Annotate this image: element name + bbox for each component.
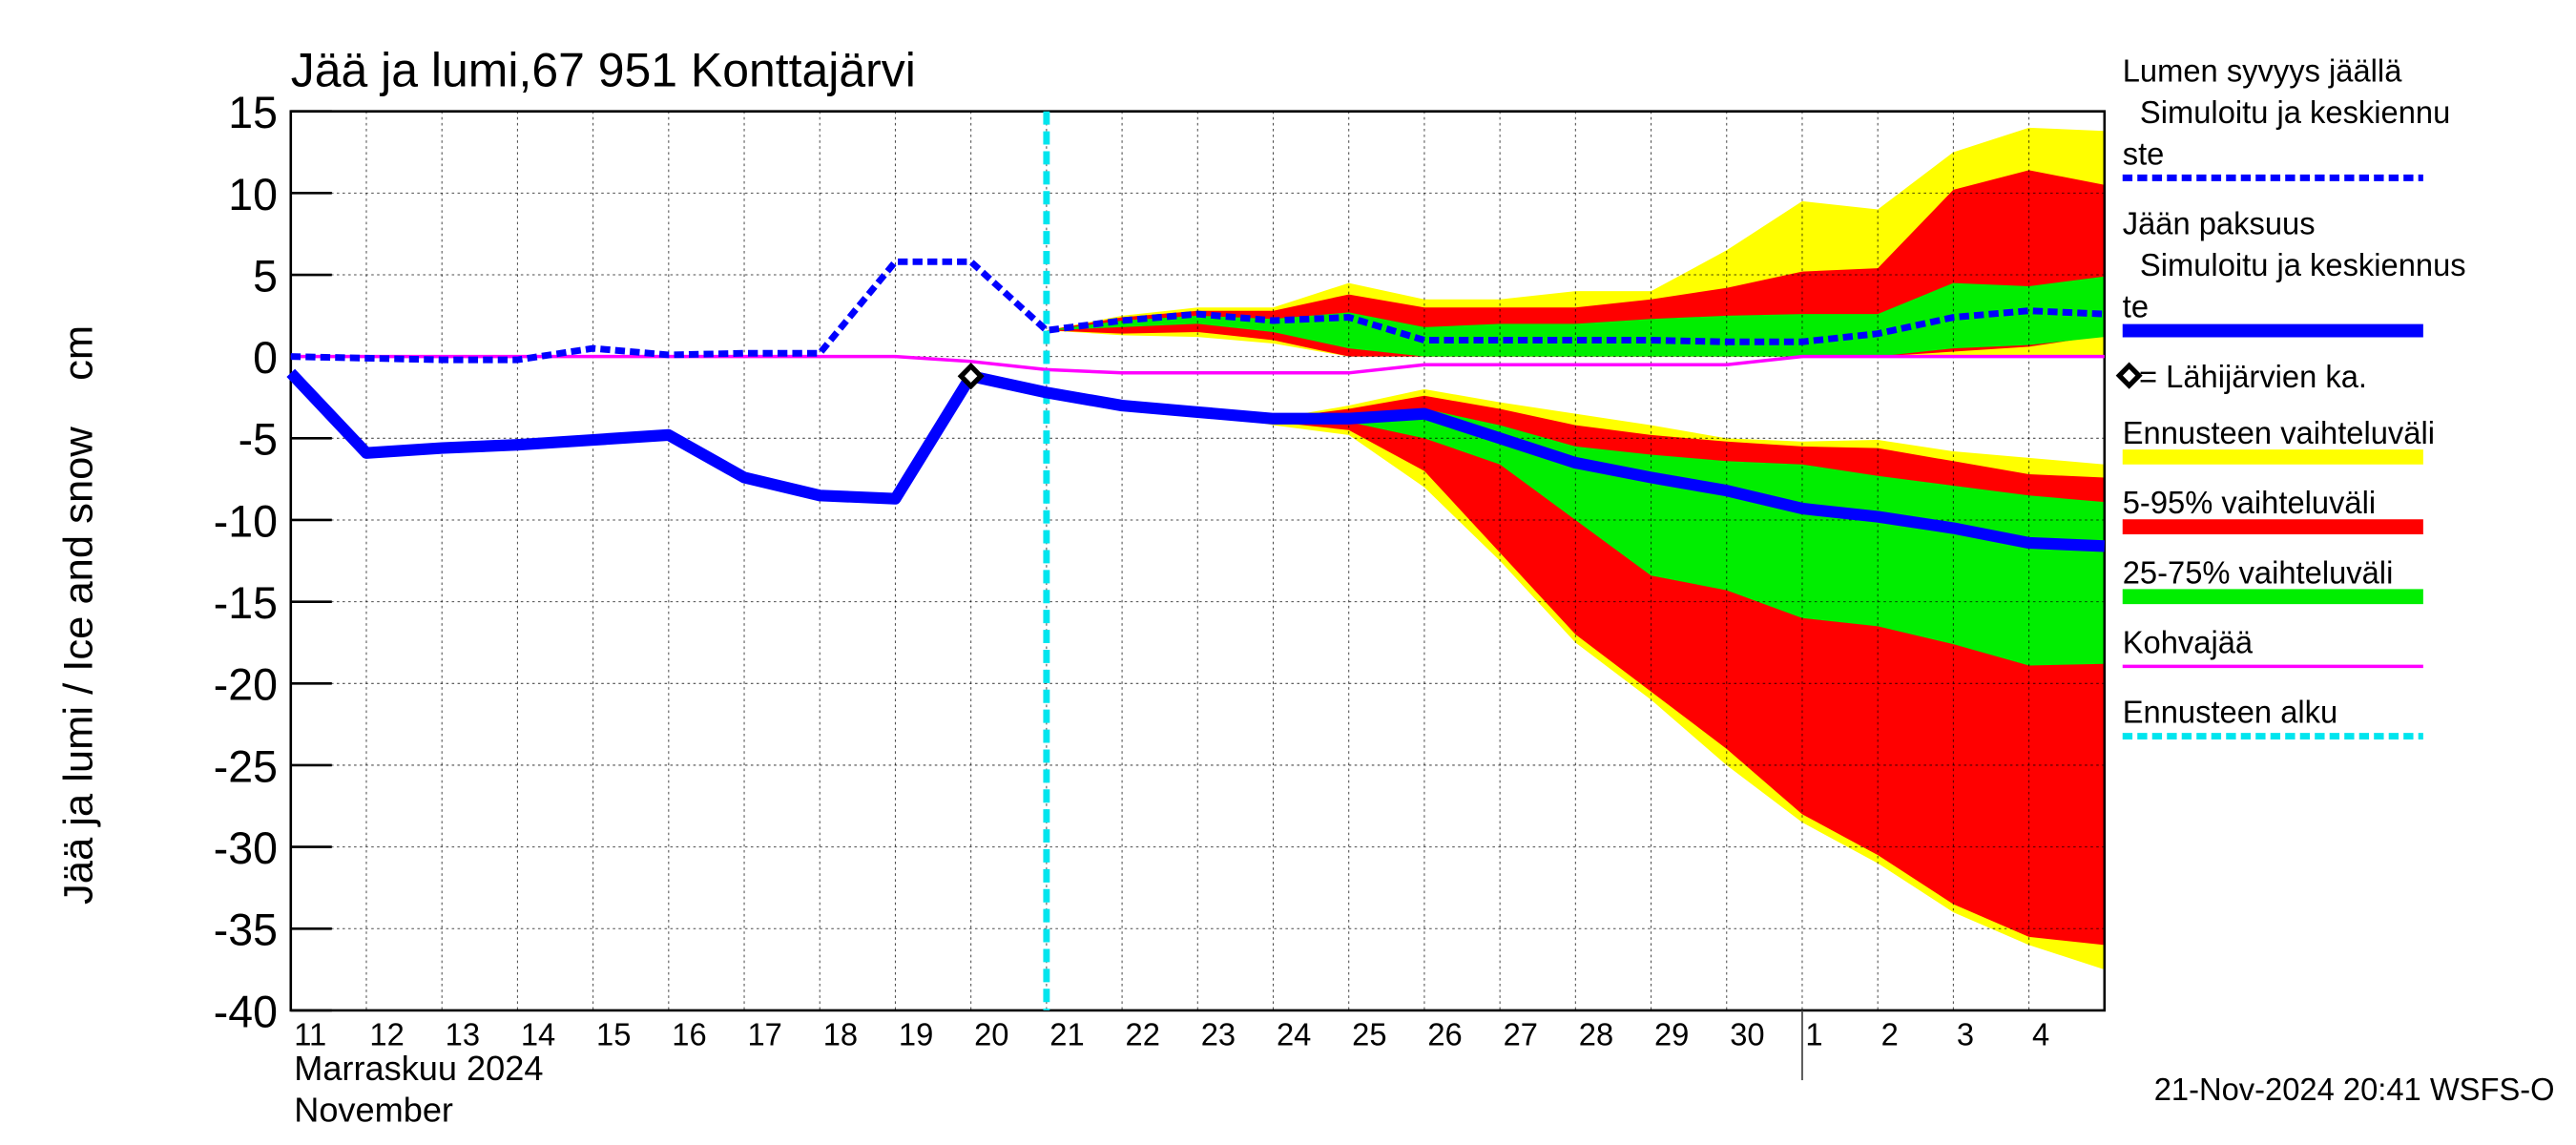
y-tick-label: -25: [214, 741, 278, 791]
legend-label: = Lähijärvien ka.: [2139, 359, 2367, 394]
legend-label: Simuloitu ja keskiennus: [2123, 247, 2466, 282]
band: [1046, 392, 2105, 666]
y-tick-label: -20: [214, 659, 278, 709]
labels: Jää ja lumi,67 951 Konttajärvi Jää ja lu…: [56, 43, 2555, 1129]
x-tick-label: 27: [1504, 1016, 1538, 1051]
x-tick-label: 30: [1730, 1016, 1764, 1051]
y-tick-label: 10: [228, 170, 278, 219]
y-tick-label: 15: [228, 88, 278, 137]
x-tick-label: 18: [823, 1016, 858, 1051]
legend-label: Kohvajää: [2123, 624, 2254, 659]
legend-label: Lumen syvyys jäällä: [2123, 52, 2402, 88]
legend-label: Ennusteen alku: [2123, 694, 2337, 729]
legend-label: te: [2123, 288, 2149, 323]
x-tick-label: 17: [747, 1016, 781, 1051]
legend-label: Simuloitu ja keskiennu: [2123, 94, 2451, 130]
x-tick-label: 29: [1654, 1016, 1689, 1051]
timestamp: 21-Nov-2024 20:41 WSFS-O: [2154, 1072, 2555, 1107]
plot-frame: [289, 110, 2107, 1012]
y-axis-label: Jää ja lumi / Ice and snow cm: [56, 325, 102, 905]
y-tick-label: -35: [214, 905, 278, 954]
series-line: [290, 258, 2105, 364]
x-tick-label: 23: [1201, 1016, 1236, 1051]
x-tick-label: 24: [1277, 1016, 1311, 1051]
x-tick-label: 14: [521, 1016, 555, 1051]
x-tick-label: 15: [596, 1016, 631, 1051]
lines: [286, 111, 2106, 1010]
series-line: [290, 354, 2105, 375]
y-tick-label: -40: [214, 987, 278, 1036]
band: [1046, 170, 2105, 357]
x-tick-label: 4: [2032, 1016, 2049, 1051]
y-tick-label: -10: [214, 496, 278, 546]
y-tick-label: -5: [239, 414, 278, 464]
legend-marker: [2115, 362, 2143, 389]
x-tick-label: 11: [294, 1016, 326, 1051]
legend-label: 5-95% vaihteluväli: [2123, 485, 2376, 520]
x-tick-label: 26: [1427, 1016, 1462, 1051]
x-tick-label: 19: [899, 1016, 933, 1051]
x-tick-label: 1: [1805, 1016, 1822, 1051]
legend-label: 25-75% vaihteluväli: [2123, 554, 2394, 590]
y-tick-label: 0: [253, 333, 278, 383]
x-tick-label: 21: [1049, 1016, 1084, 1051]
x-tick-label: 28: [1579, 1016, 1613, 1051]
x-tick-label: 16: [672, 1016, 706, 1051]
x-tick-label: 3: [1957, 1016, 1974, 1051]
marker: [957, 363, 985, 390]
x-tick-label: 13: [446, 1016, 480, 1051]
y-tick-label: -30: [214, 823, 278, 873]
x-axis-label: Marraskuu 2024: [294, 1049, 543, 1088]
series-line: [286, 368, 2106, 552]
y-tick-label: 5: [253, 251, 278, 301]
legend-label: Ennusteen vaihteluväli: [2123, 415, 2435, 450]
legend-label: Jään paksuus: [2123, 205, 2316, 240]
band: [1046, 276, 2105, 357]
x-axis-label: November: [294, 1090, 453, 1129]
legend-label: ste: [2123, 135, 2165, 171]
legend: Lumen syvyys jäällä Simuloitu ja keskien…: [2115, 52, 2466, 740]
y-tick-label: -15: [214, 578, 278, 628]
bands: [1046, 127, 2105, 970]
x-tick-label: 22: [1126, 1016, 1160, 1051]
x-tick-label: 20: [974, 1016, 1008, 1051]
x-tick-label: 25: [1352, 1016, 1386, 1051]
chart-title: Jää ja lumi,67 951 Konttajärvi: [291, 43, 916, 96]
x-tick-label: 12: [369, 1016, 404, 1051]
x-tick-label: 2: [1881, 1016, 1899, 1051]
